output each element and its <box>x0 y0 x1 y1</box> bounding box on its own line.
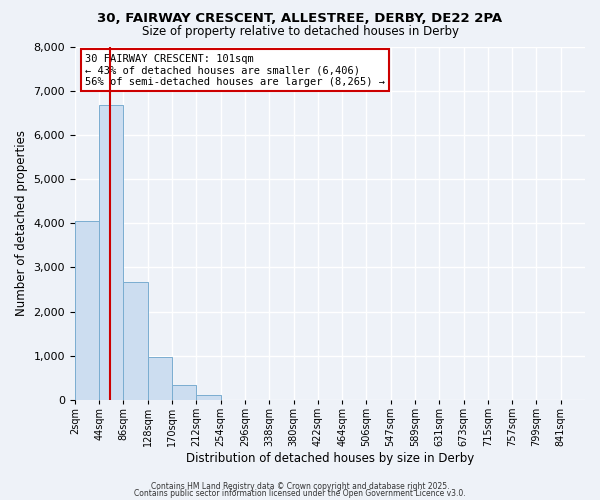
Text: 30 FAIRWAY CRESCENT: 101sqm
← 43% of detached houses are smaller (6,406)
56% of : 30 FAIRWAY CRESCENT: 101sqm ← 43% of det… <box>85 54 385 87</box>
Bar <box>172 386 196 400</box>
Text: Size of property relative to detached houses in Derby: Size of property relative to detached ho… <box>142 25 458 38</box>
X-axis label: Distribution of detached houses by size in Derby: Distribution of detached houses by size … <box>186 452 474 465</box>
Bar <box>148 356 172 400</box>
Bar <box>99 105 124 400</box>
Text: Contains HM Land Registry data © Crown copyright and database right 2025.: Contains HM Land Registry data © Crown c… <box>151 482 449 491</box>
Text: Contains public sector information licensed under the Open Government Licence v3: Contains public sector information licen… <box>134 490 466 498</box>
Y-axis label: Number of detached properties: Number of detached properties <box>15 130 28 316</box>
Bar <box>196 395 221 400</box>
Text: 30, FAIRWAY CRESCENT, ALLESTREE, DERBY, DE22 2PA: 30, FAIRWAY CRESCENT, ALLESTREE, DERBY, … <box>97 12 503 26</box>
Bar <box>75 221 99 400</box>
Bar <box>124 282 148 400</box>
